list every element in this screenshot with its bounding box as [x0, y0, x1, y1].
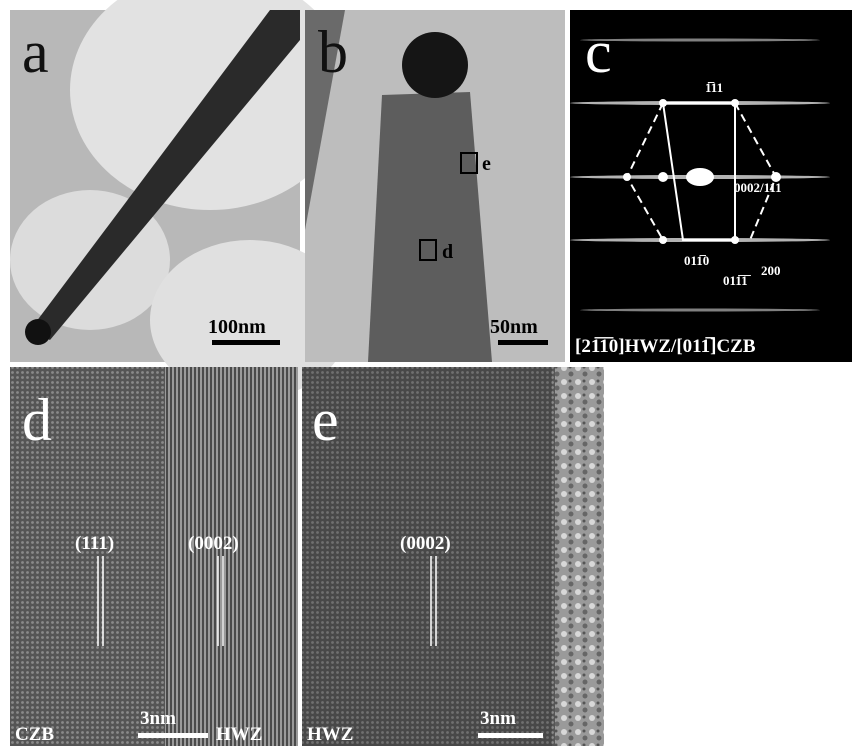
spot-label: 0002/111	[734, 180, 782, 195]
panel-label: d	[22, 387, 52, 453]
panel-d: d (111) (0002) CZB HWZ 3nm	[10, 367, 298, 746]
scale-bar-label: 50nm	[490, 316, 538, 338]
panel-label: e	[312, 387, 339, 453]
panel-a: a 100nm	[10, 0, 350, 400]
box-label: e	[482, 153, 491, 175]
spot-label: 1̅11	[705, 80, 723, 95]
panel-b: e d b 50nm	[305, 10, 565, 362]
region-label: HWZ	[216, 724, 262, 745]
panel-e: e (0002) HWZ 3nm	[302, 367, 604, 746]
scale-bar-label: 100nm	[208, 316, 266, 338]
plane-label: (0002)	[400, 533, 451, 554]
scale-bar-label: 3nm	[140, 708, 176, 729]
figure: a 100nm e d b 50nm c 1̅11 0002/111 011̅0…	[0, 0, 854, 746]
plane-label: (111)	[75, 533, 114, 554]
panel-label: a	[22, 19, 49, 85]
panel-label: b	[318, 19, 348, 85]
region-label: HWZ	[307, 724, 353, 745]
zone-axis: [21̅1̅0]HWZ/[011̅]CZB	[575, 336, 756, 357]
plane-label: (0002)	[188, 533, 239, 554]
panel-c: c 1̅11 0002/111 011̅0 011̅1̅ 200 [21̅1̅0…	[570, 10, 852, 362]
scale-bar-label: 3nm	[480, 708, 516, 729]
spot-label: 011̅1̅	[723, 273, 752, 288]
spot-label: 011̅0	[684, 253, 709, 268]
region-label: CZB	[15, 724, 54, 745]
box-label: d	[442, 241, 453, 263]
panel-label: c	[585, 19, 612, 85]
spot-label: 200	[761, 263, 781, 278]
